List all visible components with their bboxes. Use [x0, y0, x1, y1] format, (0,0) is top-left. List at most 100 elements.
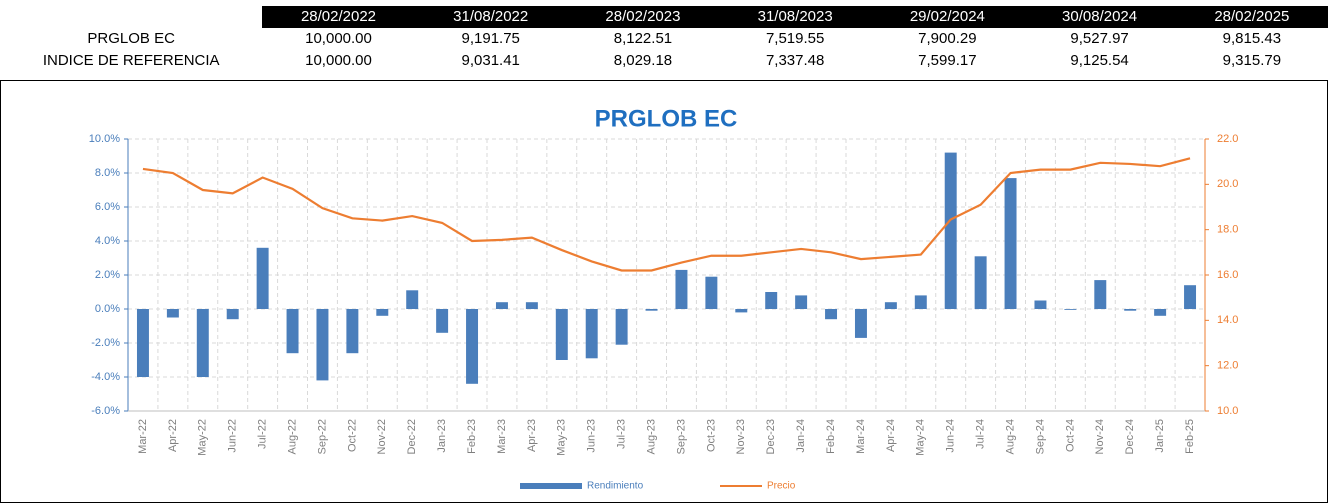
x-tick-label: Jul-24 — [975, 419, 987, 449]
bar — [316, 309, 329, 381]
x-tick-label: Aug-24 — [1004, 419, 1016, 454]
x-tick-label: Jun-24 — [945, 419, 957, 453]
y2-tick-label: 20.0 — [1217, 178, 1238, 190]
bar — [1184, 285, 1197, 309]
table-cell: 9,815.43 — [1222, 30, 1282, 47]
header-cell: 28/02/2022 — [262, 6, 415, 28]
header-cell: 29/02/2024 — [871, 6, 1024, 28]
bar — [346, 309, 359, 354]
bar — [765, 292, 778, 309]
y-tick-label: -2.0% — [91, 337, 120, 349]
x-tick-label: Oct-23 — [705, 419, 717, 452]
bar — [735, 309, 748, 313]
bar — [1034, 300, 1047, 309]
bar — [1064, 309, 1077, 310]
line — [142, 157, 1191, 272]
bar — [1154, 309, 1167, 316]
bar — [884, 302, 897, 309]
x-tick-label: Oct-22 — [346, 419, 358, 452]
bar — [1094, 280, 1107, 309]
y-tick-label: -6.0% — [91, 405, 120, 417]
bar — [166, 309, 179, 318]
x-tick-label: Oct-24 — [1064, 419, 1076, 452]
x-tick-label: Dec-23 — [765, 419, 777, 454]
row-label: PRGLOB EC — [87, 30, 175, 47]
y-tick-label: -4.0% — [91, 371, 120, 383]
table-cell: 10,000.00 — [305, 52, 372, 69]
bar — [645, 309, 658, 311]
table-cell: 7,599.17 — [918, 52, 977, 69]
bar — [974, 256, 987, 309]
y-tick-label: 10.0% — [89, 133, 120, 145]
y-tick-label: 8.0% — [95, 167, 120, 179]
table-body: 28/02/2022 31/08/2022 28/02/2023 31/08/2023… — [0, 6, 1328, 72]
bar — [585, 309, 598, 359]
bar — [436, 309, 449, 333]
x-tick-label: Apr-24 — [885, 419, 897, 452]
table-row: PRGLOB EC 10,000.00 9,191.75 8,122.51 7,519.… — [0, 28, 1328, 50]
chart: PRGLOB EC -6.0% -4.0% -2.0% 0.0% 2.0% 4.0% 6.0… — [0, 80, 1328, 503]
x-tick-label: Apr-23 — [526, 419, 538, 452]
chart-frame — [0, 80, 1328, 503]
bar — [466, 309, 479, 384]
y-tick-label: 0.0% — [95, 303, 120, 315]
x-tick-label: Nov-24 — [1094, 419, 1106, 454]
y2-tick-label: 16.0 — [1217, 269, 1238, 281]
x-tick-label: Nov-22 — [376, 419, 388, 454]
bar — [944, 152, 957, 309]
table-cell: 7,337.48 — [765, 52, 825, 69]
table-cell: 9,125.54 — [1070, 52, 1129, 69]
bar — [226, 309, 239, 320]
bar — [1004, 178, 1017, 309]
bar — [914, 295, 927, 309]
bar — [825, 309, 838, 320]
table-cell: 7,519.55 — [765, 30, 825, 47]
y2-tick-label: 22.0 — [1217, 133, 1238, 145]
bar — [376, 309, 389, 316]
table-cell: 9,031.41 — [461, 52, 520, 69]
y2-tick-label: 10.0 — [1217, 405, 1238, 417]
x-tick-label: May-23 — [556, 419, 568, 456]
table-row: INDICE DE REFERENCIA 10,000.00 9,031.41 8,0… — [0, 50, 1328, 72]
bar — [1124, 309, 1137, 311]
table-cell: 10,000.00 — [305, 30, 372, 47]
header-cell: 31/08/2023 — [719, 6, 872, 28]
x-tick-label: Sep-24 — [1034, 419, 1046, 454]
bar — [525, 302, 538, 309]
y-tick-label: 2.0% — [95, 269, 120, 281]
row-label: INDICE DE REFERENCIA — [42, 52, 220, 69]
bar — [615, 309, 628, 345]
bar — [675, 269, 688, 309]
x-tick-label: Jun-22 — [227, 419, 239, 453]
chart-title: PRGLOB EC — [595, 105, 738, 132]
x-tick-label: Jul-23 — [616, 419, 628, 449]
bar — [795, 295, 808, 309]
x-tick-label: May-22 — [197, 419, 209, 456]
header-corner — [0, 6, 262, 28]
summary-table: 28/02/2022 31/08/2022 28/02/2023 31/08/2023… — [0, 6, 1328, 72]
x-tick-label: Jan-24 — [795, 419, 807, 453]
x-tick-label: Apr-22 — [167, 419, 179, 452]
bar — [495, 302, 508, 309]
x-tick-label: May-24 — [915, 419, 927, 456]
x-tick-label: Mar-23 — [496, 419, 508, 454]
x-tick-label: Mar-22 — [137, 419, 149, 454]
x-tick-label: Feb-25 — [1184, 419, 1196, 454]
y-tick-label: 4.0% — [95, 235, 120, 247]
table-cell: 8,029.18 — [613, 52, 673, 69]
x-tick-label: Aug-23 — [645, 419, 657, 454]
bar — [705, 276, 718, 309]
x-tick-label: Dec-24 — [1124, 419, 1136, 454]
header-row: 28/02/2022 31/08/2022 28/02/2023 31/08/2023… — [0, 6, 1328, 28]
bar — [406, 290, 419, 309]
header-cell: 28/02/2025 — [1175, 6, 1328, 28]
bar — [256, 247, 269, 309]
y-tick-label: 6.0% — [95, 201, 120, 213]
y2-tick-label: 12.0 — [1217, 360, 1238, 372]
x-tick-label: Mar-24 — [855, 419, 867, 454]
x-tick-label: Jul-22 — [257, 419, 269, 449]
x-tick-label: Sep-23 — [675, 419, 687, 454]
bar — [196, 309, 209, 377]
table-cell: 7,900.29 — [918, 30, 977, 47]
table-cell: 8,122.51 — [613, 30, 673, 47]
